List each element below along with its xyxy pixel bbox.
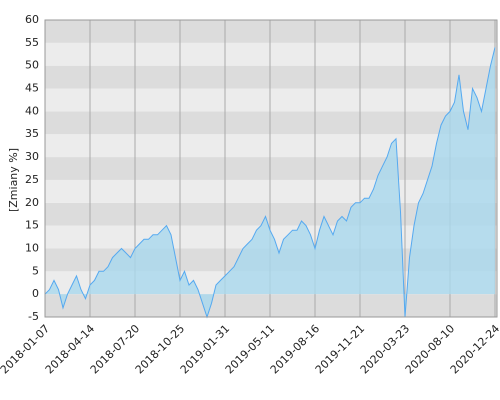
line <box>44 47 496 319</box>
y-axis-label: [Zmiany %] <box>7 148 20 212</box>
area <box>45 47 495 318</box>
y-tick-label: 0 <box>32 287 39 300</box>
grid-band <box>45 88 497 112</box>
y-tick-label: 55 <box>25 36 39 49</box>
y-tick-label: 15 <box>25 219 39 232</box>
plot-border <box>44 19 498 318</box>
grid-band <box>45 134 497 158</box>
y-tick-label: -5 <box>28 310 39 323</box>
grid-band <box>45 42 497 66</box>
y-tick-label: 50 <box>25 59 39 72</box>
grid-band <box>45 111 497 135</box>
y-tick-label: 60 <box>25 13 39 26</box>
y-tick-label: 10 <box>25 241 39 254</box>
y-tick-label: 40 <box>25 104 39 117</box>
grid-band <box>45 294 497 317</box>
grid-band <box>45 20 497 43</box>
y-tick-label: 5 <box>32 264 39 277</box>
y-tick-label: 35 <box>25 127 39 140</box>
y-tick-label: 25 <box>25 173 39 186</box>
grid-band <box>45 65 497 89</box>
y-tick-label: 20 <box>25 196 39 209</box>
y-tick-label: 45 <box>25 82 39 95</box>
y-tick-label: 30 <box>25 150 39 163</box>
